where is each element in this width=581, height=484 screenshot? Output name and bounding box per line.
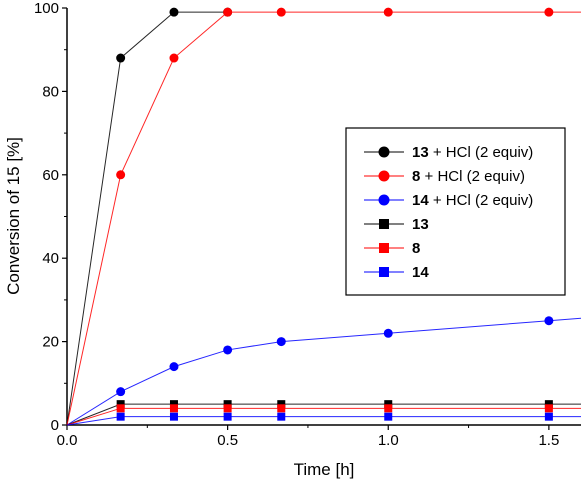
data-point xyxy=(544,400,553,409)
legend-swatch-marker xyxy=(378,194,390,206)
axes-layer: 0 20 40 60 80 100 0.0 0.5 1.0 1.5 xyxy=(34,0,581,449)
series-4 xyxy=(66,404,581,426)
series-line xyxy=(66,11,228,426)
data-point xyxy=(116,404,125,413)
data-point xyxy=(169,53,179,63)
legend-label: 13 + HCl (2 equiv) xyxy=(412,144,533,161)
legend-label: 8 xyxy=(412,240,420,257)
legend-item-2: 14 + HCl (2 equiv) xyxy=(364,192,533,209)
legend-item-5: 14 xyxy=(364,264,429,281)
series-line xyxy=(66,407,581,426)
legend-swatch-marker xyxy=(379,219,389,229)
data-point xyxy=(116,400,125,409)
legend-label: 8 + HCl (2 equiv) xyxy=(412,168,525,185)
y-tick-label: 80 xyxy=(42,83,59,100)
legend-swatch-marker xyxy=(379,267,389,277)
data-point xyxy=(169,7,179,17)
series-2 xyxy=(66,316,581,426)
data-point xyxy=(383,7,393,17)
data-point xyxy=(544,316,554,326)
legend-label: 13 xyxy=(412,216,429,233)
data-point xyxy=(277,404,286,413)
legend-swatch-marker xyxy=(379,243,389,253)
legend-label: 14 + HCl (2 equiv) xyxy=(412,192,533,209)
legend-item-1: 8 + HCl (2 equiv) xyxy=(364,168,525,185)
data-point xyxy=(544,404,553,413)
legend-swatch-marker xyxy=(378,146,390,158)
series-3 xyxy=(66,400,581,426)
data-point xyxy=(116,53,126,63)
legend: 13 + HCl (2 equiv) 8 + HCl (2 equiv) 14 + … xyxy=(345,127,566,296)
data-point xyxy=(116,412,125,421)
data-point xyxy=(276,7,286,17)
series-0 xyxy=(66,7,233,426)
data-point xyxy=(277,400,286,409)
legend-item-0: 13 + HCl (2 equiv) xyxy=(364,144,533,161)
data-point xyxy=(223,404,232,413)
data-point xyxy=(169,400,178,409)
y-tick-label: 40 xyxy=(42,250,59,267)
data-point xyxy=(277,412,286,421)
data-point xyxy=(276,337,286,347)
legend-item-3: 13 xyxy=(364,216,429,233)
data-point xyxy=(169,412,178,421)
data-point xyxy=(169,404,178,413)
data-point xyxy=(116,387,126,397)
series-line xyxy=(66,11,581,426)
series-line xyxy=(66,403,581,426)
x-axis-label: Time [h] xyxy=(294,460,355,479)
legend-label: 14 xyxy=(412,264,429,281)
x-tick-label: 0.0 xyxy=(57,432,78,449)
data-point xyxy=(544,412,553,421)
legend-swatch-marker xyxy=(378,170,390,182)
series-line xyxy=(66,317,581,426)
data-point xyxy=(223,412,232,421)
data-point xyxy=(223,400,232,409)
data-point xyxy=(383,328,393,338)
data-point xyxy=(544,7,554,17)
data-point xyxy=(116,170,126,180)
series-1 xyxy=(66,7,581,426)
series-5 xyxy=(66,412,581,426)
y-tick-label: 100 xyxy=(34,0,59,17)
data-point xyxy=(223,7,233,17)
data-point xyxy=(384,404,393,413)
data-point xyxy=(384,412,393,421)
y-tick-label: 20 xyxy=(42,334,59,351)
x-tick-label: 1.5 xyxy=(538,432,559,449)
series-layer xyxy=(66,7,581,426)
legend-item-4: 8 xyxy=(364,240,420,257)
data-point xyxy=(169,362,179,372)
data-point xyxy=(223,345,233,355)
x-tick-label: 0.5 xyxy=(217,432,238,449)
y-axis-label: Conversion of 15 [%] xyxy=(4,137,23,295)
y-tick-label: 60 xyxy=(42,167,59,184)
x-tick-label: 1.0 xyxy=(378,432,399,449)
data-point xyxy=(384,400,393,409)
y-tick-label: 0 xyxy=(51,417,59,434)
series-line xyxy=(66,416,581,426)
